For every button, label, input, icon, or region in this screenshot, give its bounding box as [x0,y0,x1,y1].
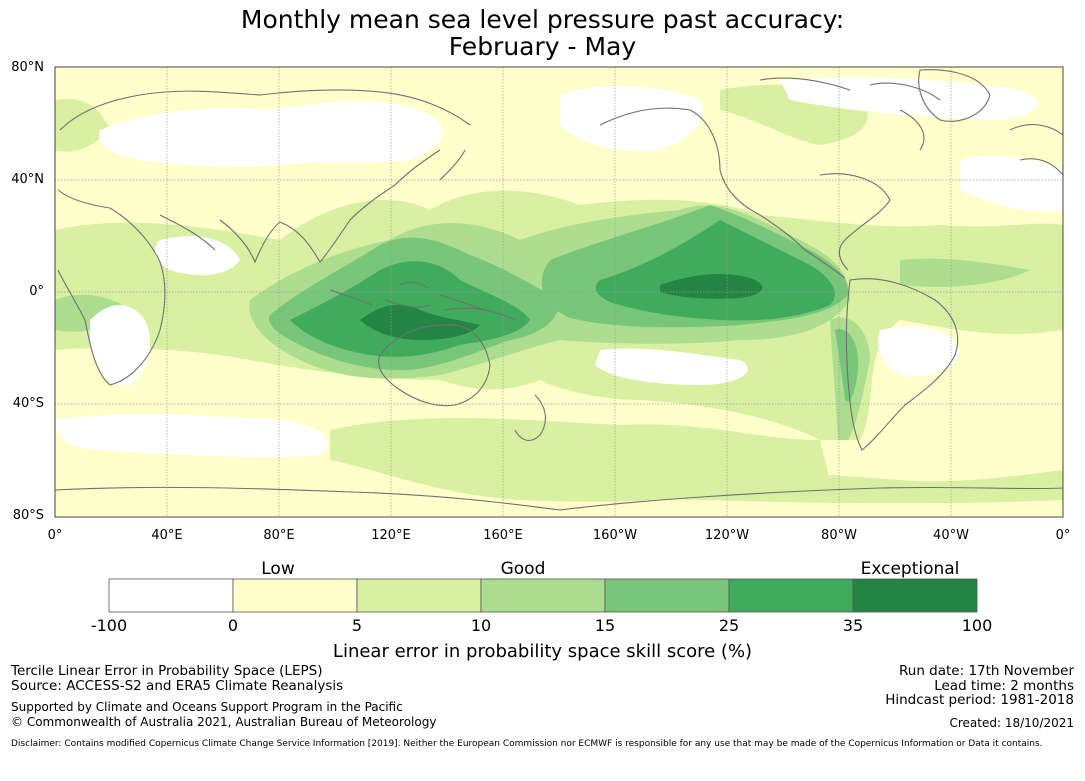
footer-disclaimer: Disclaimer: Contains modified Copernicus… [11,739,1043,749]
graticule [55,67,1063,517]
coastlines [55,69,1063,511]
lon-label-0-left: 0° [47,528,63,543]
lon-label-0-right: 0° [1055,528,1071,543]
colorbar-box-1 [232,578,358,613]
colorbar-tick: 5 [351,616,363,635]
skill-field-c0 [55,77,1063,458]
colorbar-box-5 [728,578,854,613]
colorbar-box-2 [356,578,482,613]
footer-method: Tercile Linear Error in Probability Spac… [11,663,323,679]
colorbar-category-exceptional: Exceptional [860,559,960,579]
chart-title-line1: Monthly mean sea level pressure past acc… [240,5,845,34]
colorbar-box-3 [480,578,606,613]
lon-label-40e: 40°E [151,528,183,543]
footer-lead-time: Lead time: 2 months [934,678,1074,694]
map-frame [54,66,1064,518]
lat-label-0: 0° [29,284,44,299]
colorbar-tick: 25 [718,616,740,635]
footer-support: Supported by Climate and Oceans Support … [11,700,403,714]
colorbar-label: Linear error in probability space skill … [332,641,753,662]
colorbar-box-6 [852,578,978,613]
lat-label-40s: 40°S [12,396,44,411]
lat-label-80s: 80°S [12,508,44,523]
colorbar-tick: 35 [842,616,864,635]
colorbar-box-4 [604,578,730,613]
lon-label-80e: 80°E [263,528,295,543]
lon-label-40w: 40°W [933,528,969,543]
footer-hindcast: Hindcast period: 1981-2018 [885,692,1074,708]
colorbar-tick: 10 [470,616,492,635]
colorbar-tick: 100 [961,616,993,635]
lat-label-40n: 40°N [11,172,44,187]
footer-created: Created: 18/10/2021 [949,716,1074,730]
lon-label-120e: 120°E [371,528,411,543]
footer-source: Source: ACCESS-S2 and ERA5 Climate Reana… [11,678,344,694]
chart-title-line2: February - May [448,32,637,61]
lon-label-160w: 160°W [592,528,638,543]
colorbar-category-low: Low [261,559,295,579]
colorbar-category-good: Good [500,559,546,579]
footer-copyright: © Commonwealth of Australia 2021, Austra… [11,715,437,729]
skill-field-c6 [360,274,763,340]
lon-label-120w: 120°W [704,528,750,543]
footer-run-date: Run date: 17th November [898,663,1074,679]
colorbar-tick: 15 [594,616,616,635]
colorbar-tick: 0 [227,616,239,635]
lon-label-80w: 80°W [821,528,857,543]
colorbar [108,578,978,613]
colorbar-box-0 [108,578,234,613]
lat-label-80n: 80°N [11,60,44,75]
lon-label-160e: 160°E [483,528,523,543]
colorbar-tick: -100 [90,616,128,635]
